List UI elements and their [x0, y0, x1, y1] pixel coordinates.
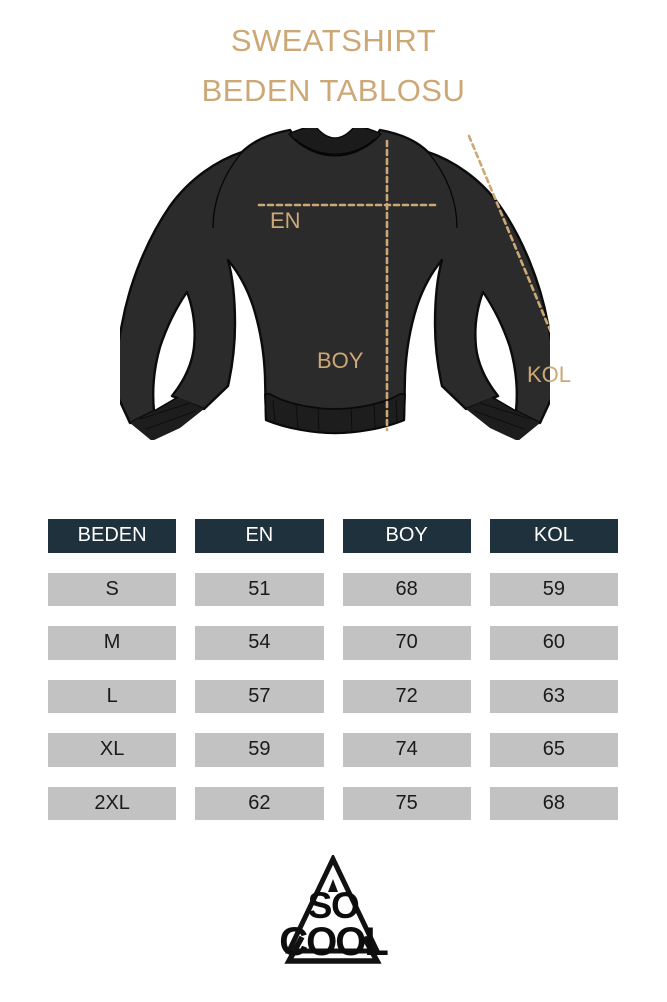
svg-text:EN: EN: [270, 208, 301, 233]
svg-text:COOL: COOL: [279, 920, 388, 964]
svg-text:BOY: BOY: [317, 348, 364, 373]
